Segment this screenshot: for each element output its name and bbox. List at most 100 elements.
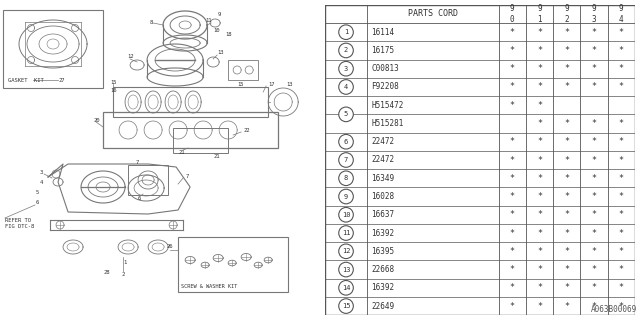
Text: 9: 9 bbox=[217, 12, 220, 18]
Text: 21: 21 bbox=[178, 149, 184, 155]
Text: 27: 27 bbox=[58, 77, 65, 83]
Text: H515472: H515472 bbox=[372, 101, 404, 110]
Circle shape bbox=[339, 61, 353, 76]
Text: *: * bbox=[509, 83, 515, 92]
Circle shape bbox=[339, 25, 353, 39]
Text: 13: 13 bbox=[286, 82, 292, 86]
Text: 15: 15 bbox=[342, 303, 350, 309]
Text: *: * bbox=[509, 228, 515, 237]
Text: 4: 4 bbox=[344, 84, 348, 90]
Text: *: * bbox=[591, 119, 596, 128]
Text: *: * bbox=[509, 156, 515, 164]
Text: 16392: 16392 bbox=[372, 283, 395, 292]
Text: 7: 7 bbox=[186, 173, 189, 179]
Text: 9: 9 bbox=[344, 194, 348, 199]
Text: *: * bbox=[537, 64, 542, 73]
Text: *: * bbox=[619, 228, 624, 237]
Text: 9
1: 9 1 bbox=[537, 4, 542, 24]
Text: C00813: C00813 bbox=[372, 64, 399, 73]
Text: *: * bbox=[564, 247, 569, 256]
Text: *: * bbox=[619, 28, 624, 37]
Text: *: * bbox=[564, 46, 569, 55]
Text: 13: 13 bbox=[217, 51, 223, 55]
Text: 26: 26 bbox=[166, 244, 173, 250]
Text: *: * bbox=[537, 137, 542, 146]
Text: 7: 7 bbox=[344, 157, 348, 163]
Text: PARTS CORD: PARTS CORD bbox=[408, 9, 458, 19]
Text: *: * bbox=[537, 83, 542, 92]
Text: *: * bbox=[591, 265, 596, 274]
Text: *: * bbox=[591, 46, 596, 55]
Text: 9
0: 9 0 bbox=[510, 4, 515, 24]
Text: *: * bbox=[509, 28, 515, 37]
Text: 7: 7 bbox=[136, 159, 140, 164]
Text: 6: 6 bbox=[344, 139, 348, 145]
Text: 9
3: 9 3 bbox=[591, 4, 596, 24]
Bar bbox=[128, 165, 168, 195]
Text: 8: 8 bbox=[344, 175, 348, 181]
Text: *: * bbox=[591, 137, 596, 146]
Text: *: * bbox=[537, 283, 542, 292]
Text: *: * bbox=[564, 192, 569, 201]
Text: *: * bbox=[564, 301, 569, 311]
Circle shape bbox=[339, 281, 353, 295]
Circle shape bbox=[339, 299, 353, 313]
Text: 22668: 22668 bbox=[372, 265, 395, 274]
Text: 14: 14 bbox=[342, 285, 350, 291]
Circle shape bbox=[339, 207, 353, 222]
Text: *: * bbox=[591, 283, 596, 292]
Text: *: * bbox=[564, 64, 569, 73]
Text: *: * bbox=[591, 156, 596, 164]
Text: *: * bbox=[619, 265, 624, 274]
Bar bbox=[113, 87, 268, 117]
Circle shape bbox=[339, 262, 353, 277]
Text: *: * bbox=[591, 83, 596, 92]
Text: 15: 15 bbox=[110, 79, 116, 84]
Text: FIG DTC-8: FIG DTC-8 bbox=[5, 225, 35, 229]
Text: 5: 5 bbox=[36, 189, 39, 195]
Text: *: * bbox=[564, 119, 569, 128]
Text: *: * bbox=[591, 64, 596, 73]
Text: *: * bbox=[564, 174, 569, 183]
Text: *: * bbox=[619, 83, 624, 92]
Text: 1: 1 bbox=[344, 29, 348, 35]
Text: *: * bbox=[509, 64, 515, 73]
Text: GASKET  KIT: GASKET KIT bbox=[8, 78, 44, 83]
Text: *: * bbox=[564, 283, 569, 292]
Text: *: * bbox=[537, 156, 542, 164]
Text: 16637: 16637 bbox=[372, 210, 395, 219]
Text: 12: 12 bbox=[342, 248, 350, 254]
Bar bbox=[173, 128, 228, 153]
Bar bbox=[228, 60, 258, 80]
Text: *: * bbox=[564, 137, 569, 146]
Text: *: * bbox=[537, 174, 542, 183]
Text: 11: 11 bbox=[342, 230, 350, 236]
Text: A063B00069: A063B00069 bbox=[591, 305, 637, 314]
Text: *: * bbox=[537, 28, 542, 37]
Text: REFER TO: REFER TO bbox=[5, 218, 31, 222]
Text: 3: 3 bbox=[344, 66, 348, 72]
Text: 2: 2 bbox=[344, 47, 348, 53]
Text: *: * bbox=[591, 28, 596, 37]
Text: *: * bbox=[509, 192, 515, 201]
Text: *: * bbox=[591, 247, 596, 256]
Text: *: * bbox=[619, 174, 624, 183]
Text: *: * bbox=[509, 137, 515, 146]
Text: *: * bbox=[564, 156, 569, 164]
Text: 28: 28 bbox=[103, 269, 109, 275]
Text: *: * bbox=[564, 210, 569, 219]
Circle shape bbox=[339, 153, 353, 167]
Text: 3: 3 bbox=[40, 170, 44, 174]
Circle shape bbox=[339, 189, 353, 204]
Circle shape bbox=[339, 43, 353, 58]
Text: 8: 8 bbox=[150, 20, 154, 26]
Text: *: * bbox=[537, 247, 542, 256]
Text: *: * bbox=[537, 301, 542, 311]
Text: *: * bbox=[619, 210, 624, 219]
Text: 16175: 16175 bbox=[372, 46, 395, 55]
Text: *: * bbox=[591, 174, 596, 183]
Text: *: * bbox=[591, 192, 596, 201]
Text: *: * bbox=[564, 228, 569, 237]
Text: *: * bbox=[537, 46, 542, 55]
Text: *: * bbox=[537, 228, 542, 237]
